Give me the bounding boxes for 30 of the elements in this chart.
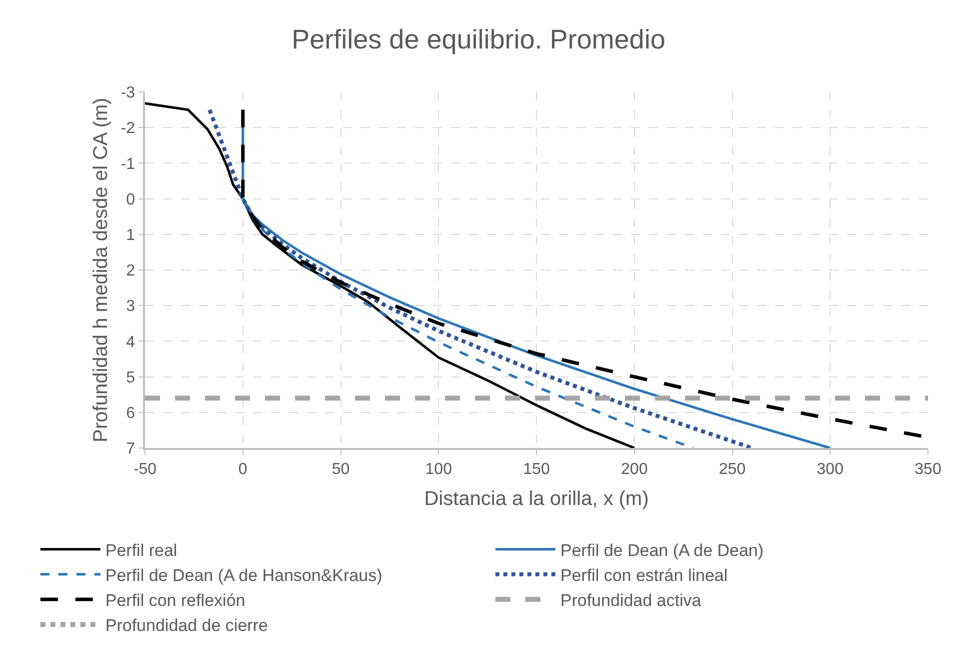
x-tick-label: 300	[816, 460, 844, 478]
x-tick-label: 0	[238, 460, 248, 478]
y-tick-label: 2	[126, 262, 136, 280]
y-tick-label: -3	[120, 84, 136, 102]
y-tick-label: 3	[126, 298, 136, 316]
x-tick-label: 250	[718, 460, 746, 478]
x-tick-label: -50	[133, 460, 157, 478]
y-tick-label: -2	[120, 120, 136, 138]
y-tick-label: 7	[126, 440, 136, 458]
y-tick-label: 1	[126, 227, 136, 244]
x-tick-label: 350	[914, 460, 942, 478]
y-tick-label: -1	[120, 156, 136, 173]
legend-label: Profundidad de cierre	[105, 616, 268, 636]
y-tick-label: 6	[126, 405, 136, 422]
y-tick-label: 0	[126, 191, 136, 208]
x-tick-label: 150	[523, 460, 550, 478]
x-tick-label: 50	[332, 460, 350, 478]
y-tick-label: 5	[126, 369, 136, 386]
x-tick-label: 100	[425, 460, 452, 478]
legend-label: Perfil de Dean (A de Dean)	[560, 540, 764, 560]
legend-label: Perfil con estrán lineal	[560, 566, 728, 585]
legend-label: Perfil real	[105, 540, 178, 560]
x-tick-label: 200	[621, 460, 648, 478]
legend-label: Perfil de Dean (A de Hanson&Kraus)	[105, 566, 382, 585]
x-axis-title: Distancia a la orilla, x (m)	[424, 488, 649, 510]
y-axis-title: Profundidad h medida desde el CA (m)	[90, 98, 112, 442]
legend-label: Profundidad activa	[560, 591, 702, 610]
y-tick-label: 4	[126, 334, 136, 351]
legend-label: Perfil con reflexión	[105, 591, 246, 610]
chart-title: Perfiles de equilibrio. Promedio	[292, 24, 666, 54]
